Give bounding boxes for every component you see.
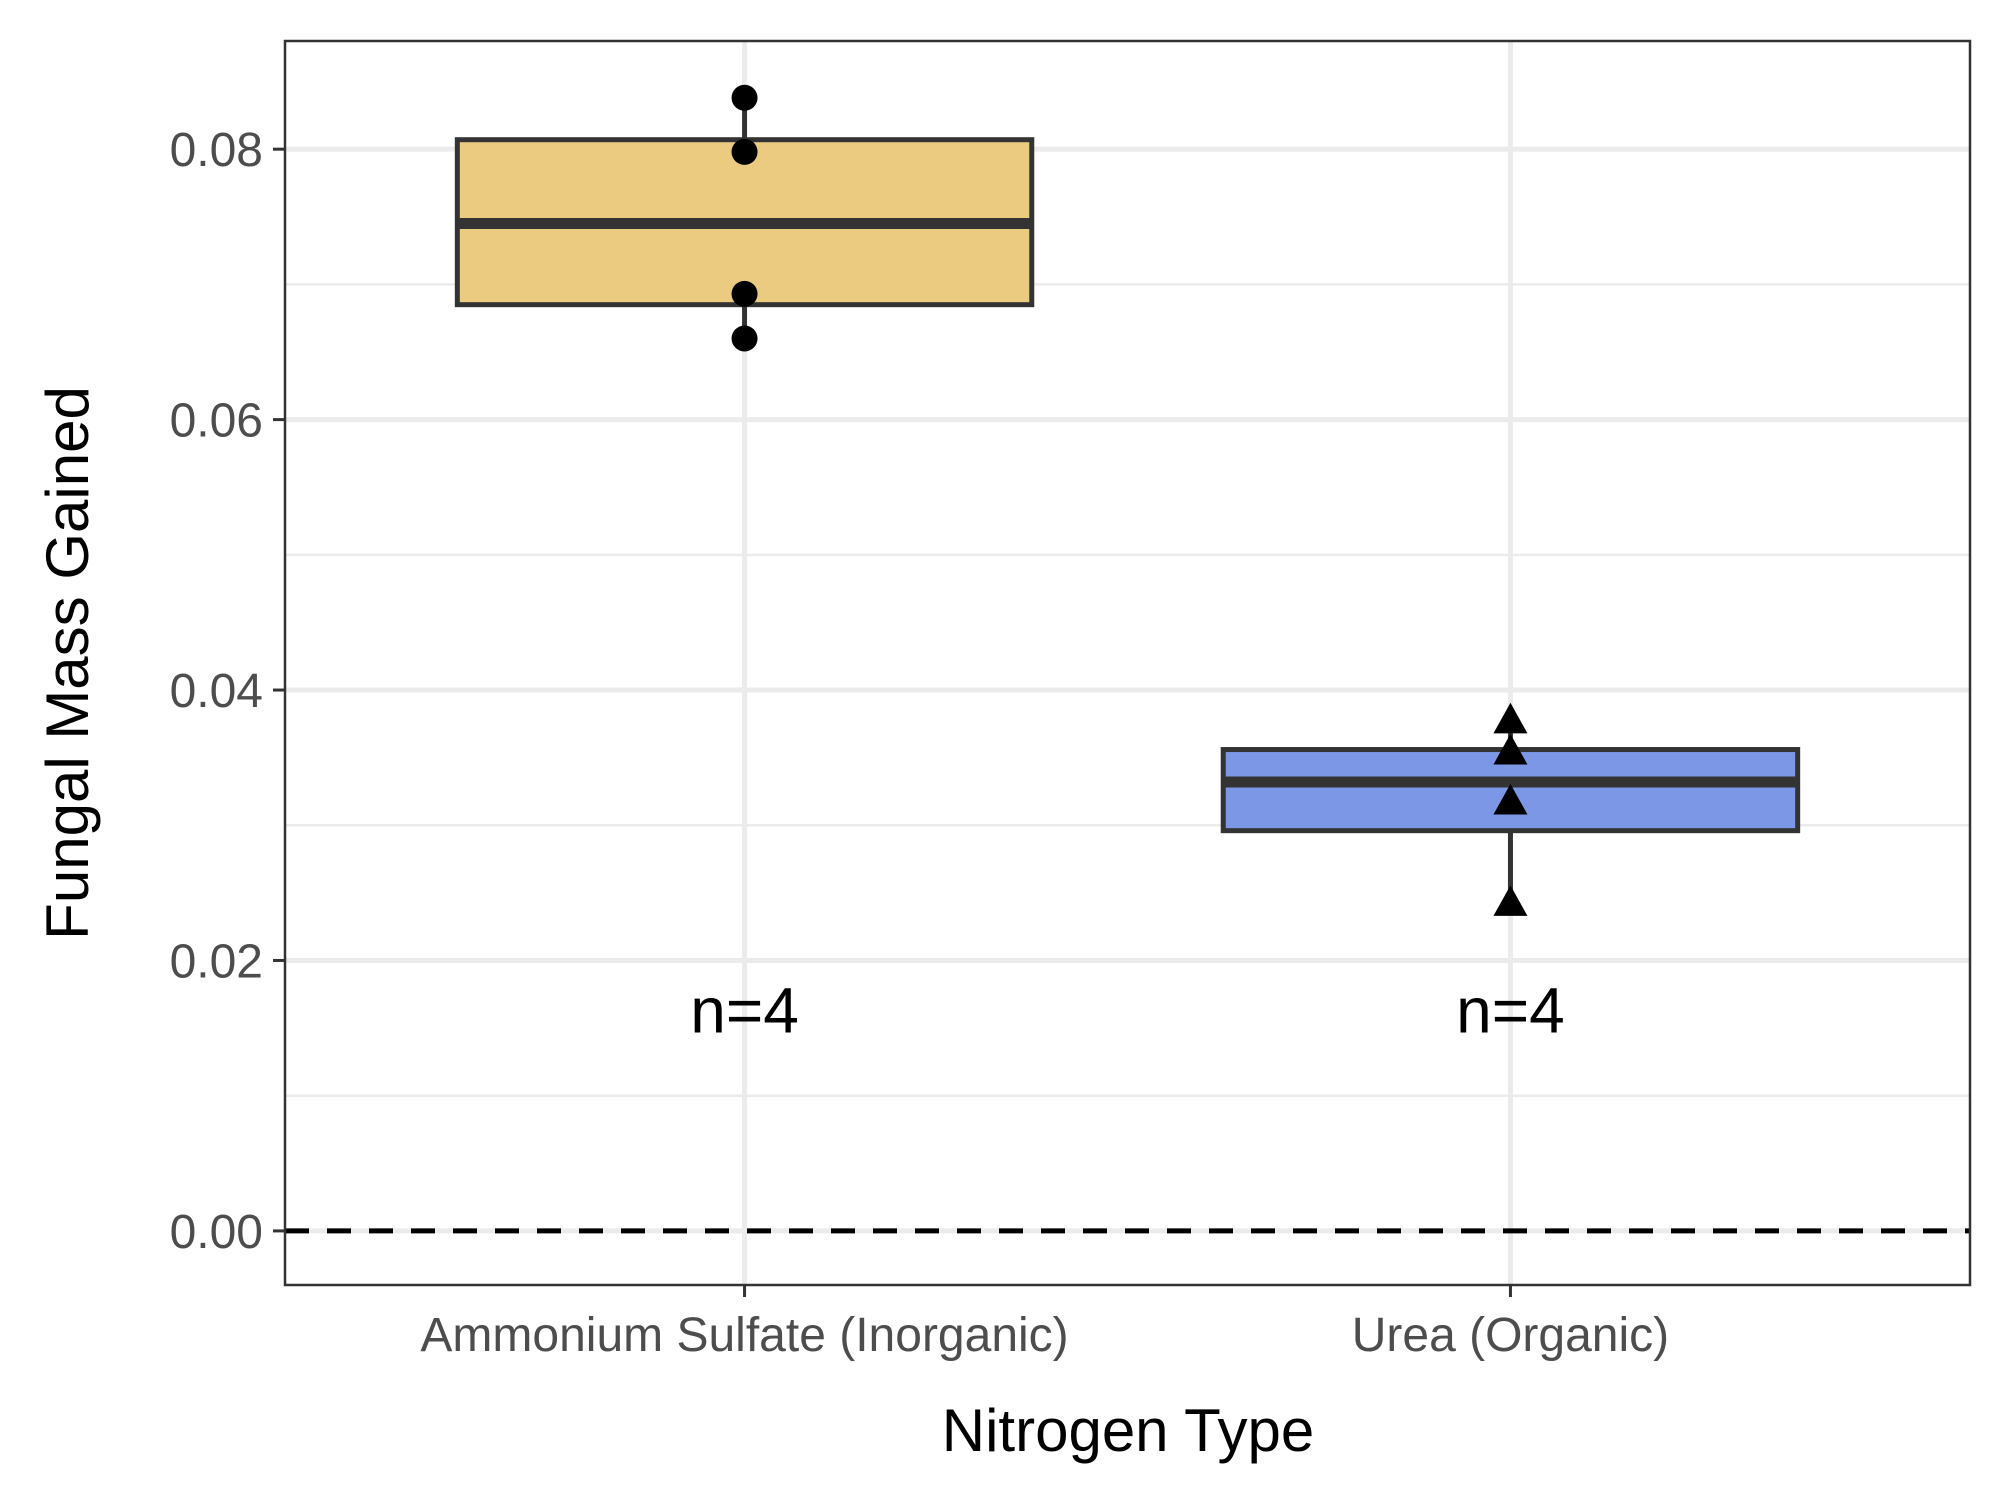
x-tick-label: Ammonium Sulfate (Inorganic) — [420, 1309, 1068, 1362]
sample-size-label: n=4 — [1456, 975, 1565, 1047]
y-tick-label: 0.02 — [170, 935, 263, 988]
x-axis: Ammonium Sulfate (Inorganic) Urea (Organi… — [420, 1285, 1669, 1362]
data-point-triangle — [1493, 885, 1528, 916]
y-tick-label: 0.06 — [170, 395, 263, 448]
data-point-circle — [731, 325, 758, 352]
y-tick-label: 0.04 — [170, 665, 263, 718]
x-axis-title: Nitrogen Type — [942, 1397, 1314, 1464]
x-tick-label: Urea (Organic) — [1352, 1309, 1669, 1362]
data-point-circle — [731, 84, 758, 111]
y-axis-title: Fungal Mass Gained — [34, 386, 101, 940]
y-tick-label: 0.00 — [170, 1206, 263, 1259]
plot-panel-border — [283, 39, 1972, 1287]
data-point-triangle — [1493, 783, 1528, 815]
major-gridlines — [285, 41, 1970, 1285]
data-point-triangle — [1493, 702, 1528, 734]
data-point-circle — [731, 138, 758, 165]
boxes — [454, 97, 1801, 903]
data-point-circle — [731, 280, 758, 307]
data-point-triangle — [1493, 733, 1528, 765]
sample-size-label: n=4 — [690, 975, 799, 1047]
data-points — [731, 84, 1528, 916]
n-labels: n=4 n=4 — [690, 975, 1564, 1047]
y-axis: 0.00 0.02 0.04 0.06 0.08 — [170, 124, 285, 1259]
y-tick-label: 0.08 — [170, 124, 263, 177]
